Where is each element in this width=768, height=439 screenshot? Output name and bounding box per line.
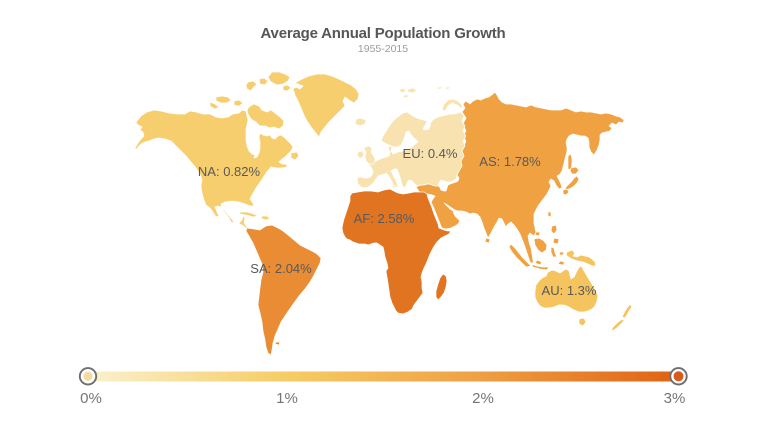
svg-text:2%: 2% <box>472 390 494 407</box>
svg-text:0%: 0% <box>80 390 102 407</box>
svg-text:AS: 1.78%: AS: 1.78% <box>479 154 541 169</box>
svg-text:NA: 0.82%: NA: 0.82% <box>198 164 261 179</box>
svg-text:1955-2015: 1955-2015 <box>358 43 408 55</box>
svg-text:3%: 3% <box>664 390 686 407</box>
svg-text:AU: 1.3%: AU: 1.3% <box>542 283 597 298</box>
svg-text:Average Annual Population Grow: Average Annual Population Growth <box>260 25 505 42</box>
svg-text:AF: 2.58%: AF: 2.58% <box>354 211 415 226</box>
svg-text:EU: 0.4%: EU: 0.4% <box>403 146 458 161</box>
svg-text:1%: 1% <box>276 390 298 407</box>
svg-text:SA: 2.04%: SA: 2.04% <box>250 261 312 276</box>
